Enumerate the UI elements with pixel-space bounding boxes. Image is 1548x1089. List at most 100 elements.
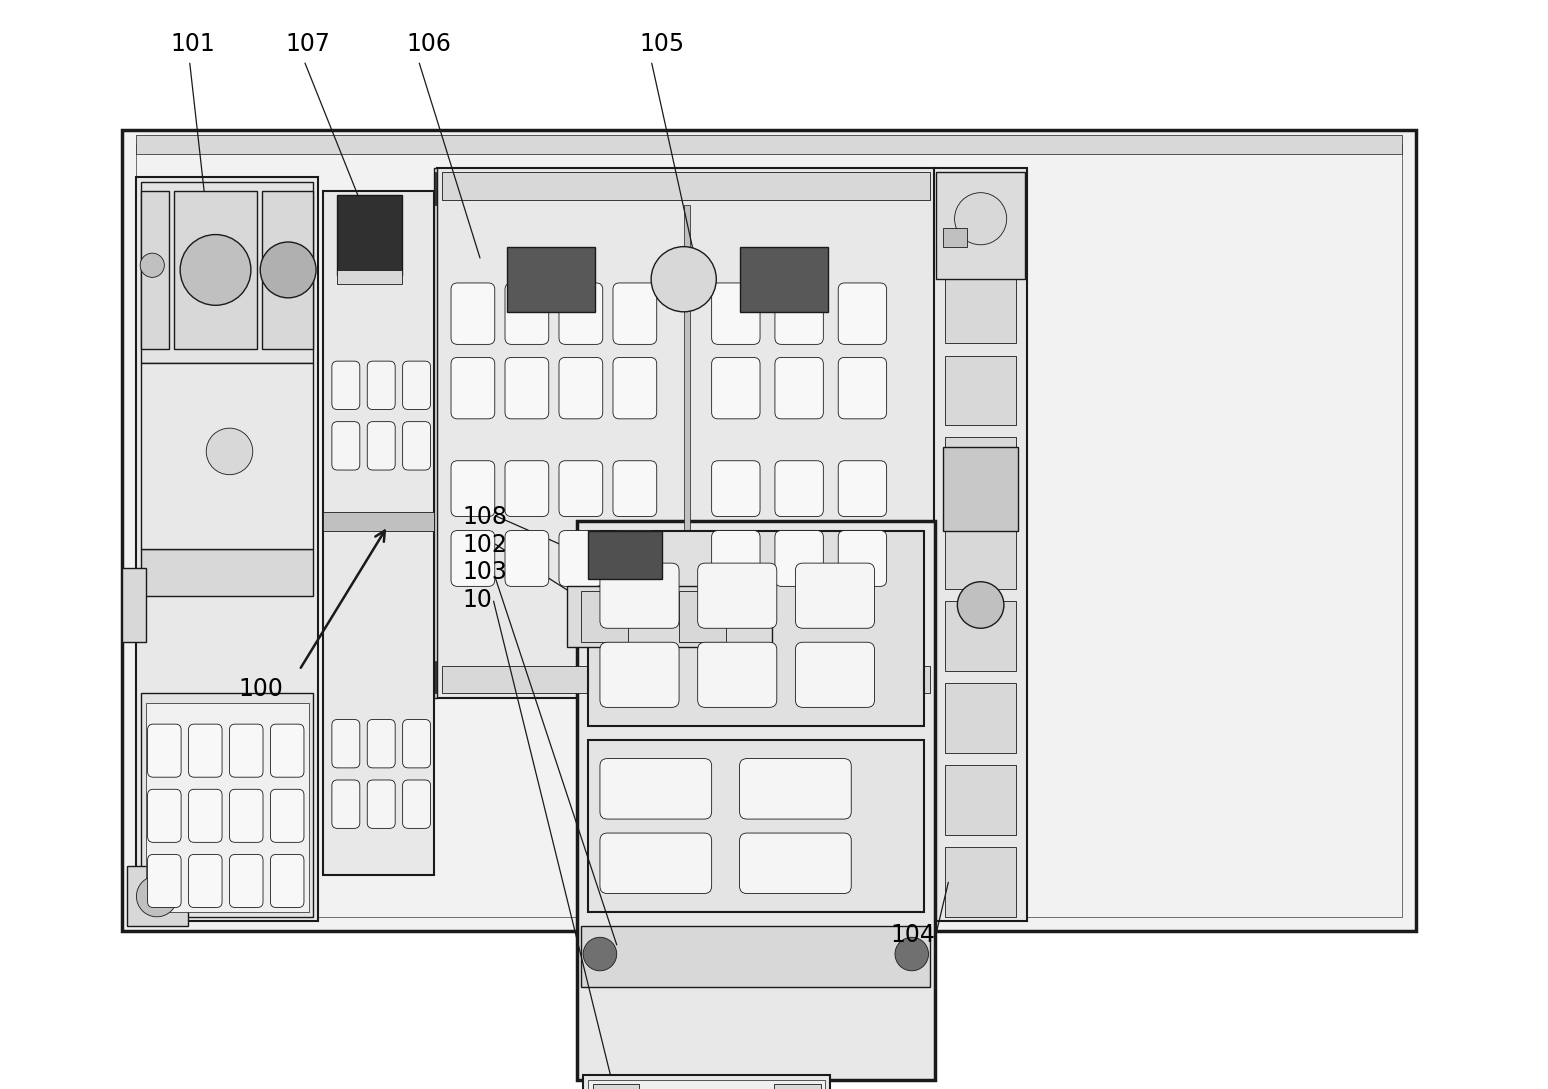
Bar (946, 273, 1015, 343)
FancyBboxPatch shape (505, 357, 548, 419)
FancyBboxPatch shape (613, 357, 656, 419)
Bar (946, 192, 1015, 261)
FancyBboxPatch shape (796, 643, 875, 708)
Bar (740, 246, 828, 311)
FancyBboxPatch shape (450, 357, 495, 419)
FancyBboxPatch shape (505, 283, 548, 344)
Bar (582, 591, 628, 643)
Bar (946, 355, 1015, 426)
Bar (435, 168, 437, 698)
FancyBboxPatch shape (601, 759, 712, 819)
Bar (946, 519, 1015, 589)
Bar (582, 926, 930, 987)
Circle shape (895, 938, 929, 970)
Bar (136, 176, 317, 921)
Bar (946, 683, 1015, 752)
Bar (141, 694, 313, 917)
Circle shape (206, 428, 252, 475)
FancyBboxPatch shape (402, 421, 430, 470)
FancyBboxPatch shape (712, 530, 760, 586)
Text: 105: 105 (639, 32, 684, 56)
FancyBboxPatch shape (367, 720, 395, 768)
FancyBboxPatch shape (837, 530, 887, 586)
Circle shape (136, 876, 178, 917)
Bar (943, 446, 1019, 530)
FancyBboxPatch shape (559, 357, 602, 419)
FancyBboxPatch shape (613, 461, 656, 516)
FancyBboxPatch shape (229, 790, 263, 843)
FancyBboxPatch shape (698, 563, 777, 628)
FancyBboxPatch shape (837, 357, 887, 419)
Bar (680, 591, 726, 643)
FancyBboxPatch shape (189, 724, 221, 778)
Text: 104: 104 (890, 923, 935, 947)
Bar (122, 131, 1416, 931)
Circle shape (955, 193, 1006, 245)
FancyBboxPatch shape (331, 421, 359, 470)
Bar (141, 191, 169, 350)
Bar (136, 135, 1402, 154)
Text: 100: 100 (238, 676, 283, 700)
FancyBboxPatch shape (776, 461, 824, 516)
Bar (441, 665, 930, 694)
FancyBboxPatch shape (837, 283, 887, 344)
FancyBboxPatch shape (271, 790, 303, 843)
FancyBboxPatch shape (796, 563, 875, 628)
FancyBboxPatch shape (271, 855, 303, 907)
Bar (262, 191, 313, 350)
Circle shape (957, 582, 1005, 628)
Bar (568, 586, 772, 647)
Bar (336, 270, 401, 284)
Bar (946, 601, 1015, 671)
Bar (146, 702, 308, 913)
FancyBboxPatch shape (601, 643, 680, 708)
Text: 108: 108 (463, 504, 508, 528)
FancyBboxPatch shape (189, 790, 221, 843)
FancyBboxPatch shape (559, 530, 602, 586)
Bar (946, 438, 1015, 507)
FancyBboxPatch shape (229, 724, 263, 778)
FancyBboxPatch shape (559, 461, 602, 516)
Bar (322, 512, 435, 530)
Bar (946, 847, 1015, 917)
Bar (127, 866, 187, 926)
Bar (322, 191, 435, 874)
Bar (933, 168, 1028, 921)
Bar (943, 228, 966, 246)
Bar (937, 172, 1025, 279)
FancyBboxPatch shape (147, 724, 181, 778)
Circle shape (260, 242, 316, 298)
Text: 102: 102 (463, 533, 508, 556)
Circle shape (180, 234, 251, 305)
FancyBboxPatch shape (331, 362, 359, 409)
Text: 107: 107 (285, 32, 330, 56)
Bar (122, 567, 146, 643)
FancyBboxPatch shape (450, 530, 495, 586)
Bar (141, 182, 313, 363)
Bar (141, 363, 313, 549)
Circle shape (141, 253, 164, 278)
FancyBboxPatch shape (559, 283, 602, 344)
Text: 10: 10 (463, 588, 492, 612)
Bar (173, 191, 257, 350)
Bar (584, 1075, 830, 1089)
Bar (506, 246, 596, 311)
FancyBboxPatch shape (712, 461, 760, 516)
FancyBboxPatch shape (229, 855, 263, 907)
Bar (684, 205, 690, 661)
Bar (588, 1079, 825, 1089)
Circle shape (652, 246, 717, 311)
FancyBboxPatch shape (613, 530, 656, 586)
FancyBboxPatch shape (505, 461, 548, 516)
Bar (577, 522, 935, 1079)
Circle shape (584, 938, 616, 970)
Bar (437, 168, 935, 698)
Bar (946, 766, 1015, 835)
Bar (774, 1085, 820, 1089)
FancyBboxPatch shape (601, 833, 712, 894)
FancyBboxPatch shape (367, 780, 395, 829)
FancyBboxPatch shape (147, 855, 181, 907)
Text: 103: 103 (463, 561, 508, 585)
Bar (588, 530, 924, 726)
Text: 106: 106 (406, 32, 450, 56)
